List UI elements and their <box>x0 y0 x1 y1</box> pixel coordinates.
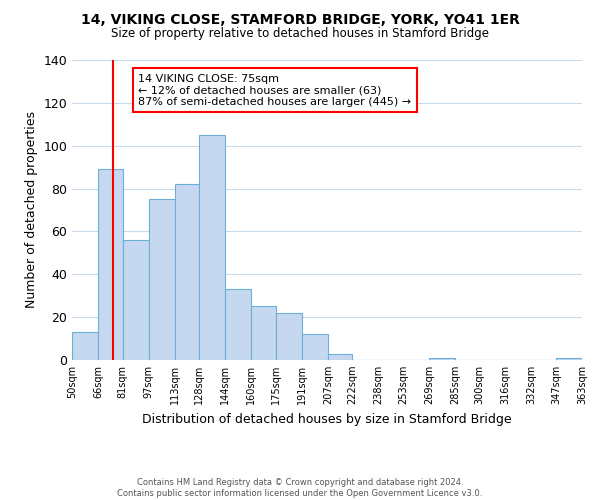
Bar <box>199 135 225 360</box>
Bar <box>275 313 302 360</box>
Bar <box>175 184 199 360</box>
Text: Contains HM Land Registry data © Crown copyright and database right 2024.
Contai: Contains HM Land Registry data © Crown c… <box>118 478 482 498</box>
Bar <box>429 358 455 360</box>
X-axis label: Distribution of detached houses by size in Stamford Bridge: Distribution of detached houses by size … <box>142 412 512 426</box>
Text: 14 VIKING CLOSE: 75sqm
← 12% of detached houses are smaller (63)
87% of semi-det: 14 VIKING CLOSE: 75sqm ← 12% of detached… <box>139 74 412 106</box>
Bar <box>328 354 352 360</box>
Y-axis label: Number of detached properties: Number of detached properties <box>25 112 38 308</box>
Bar <box>302 334 328 360</box>
Bar <box>98 170 122 360</box>
Bar <box>556 358 582 360</box>
Bar <box>122 240 149 360</box>
Bar <box>149 200 175 360</box>
Text: Size of property relative to detached houses in Stamford Bridge: Size of property relative to detached ho… <box>111 28 489 40</box>
Bar <box>251 306 275 360</box>
Bar <box>72 332 98 360</box>
Text: 14, VIKING CLOSE, STAMFORD BRIDGE, YORK, YO41 1ER: 14, VIKING CLOSE, STAMFORD BRIDGE, YORK,… <box>80 12 520 26</box>
Bar <box>225 290 251 360</box>
